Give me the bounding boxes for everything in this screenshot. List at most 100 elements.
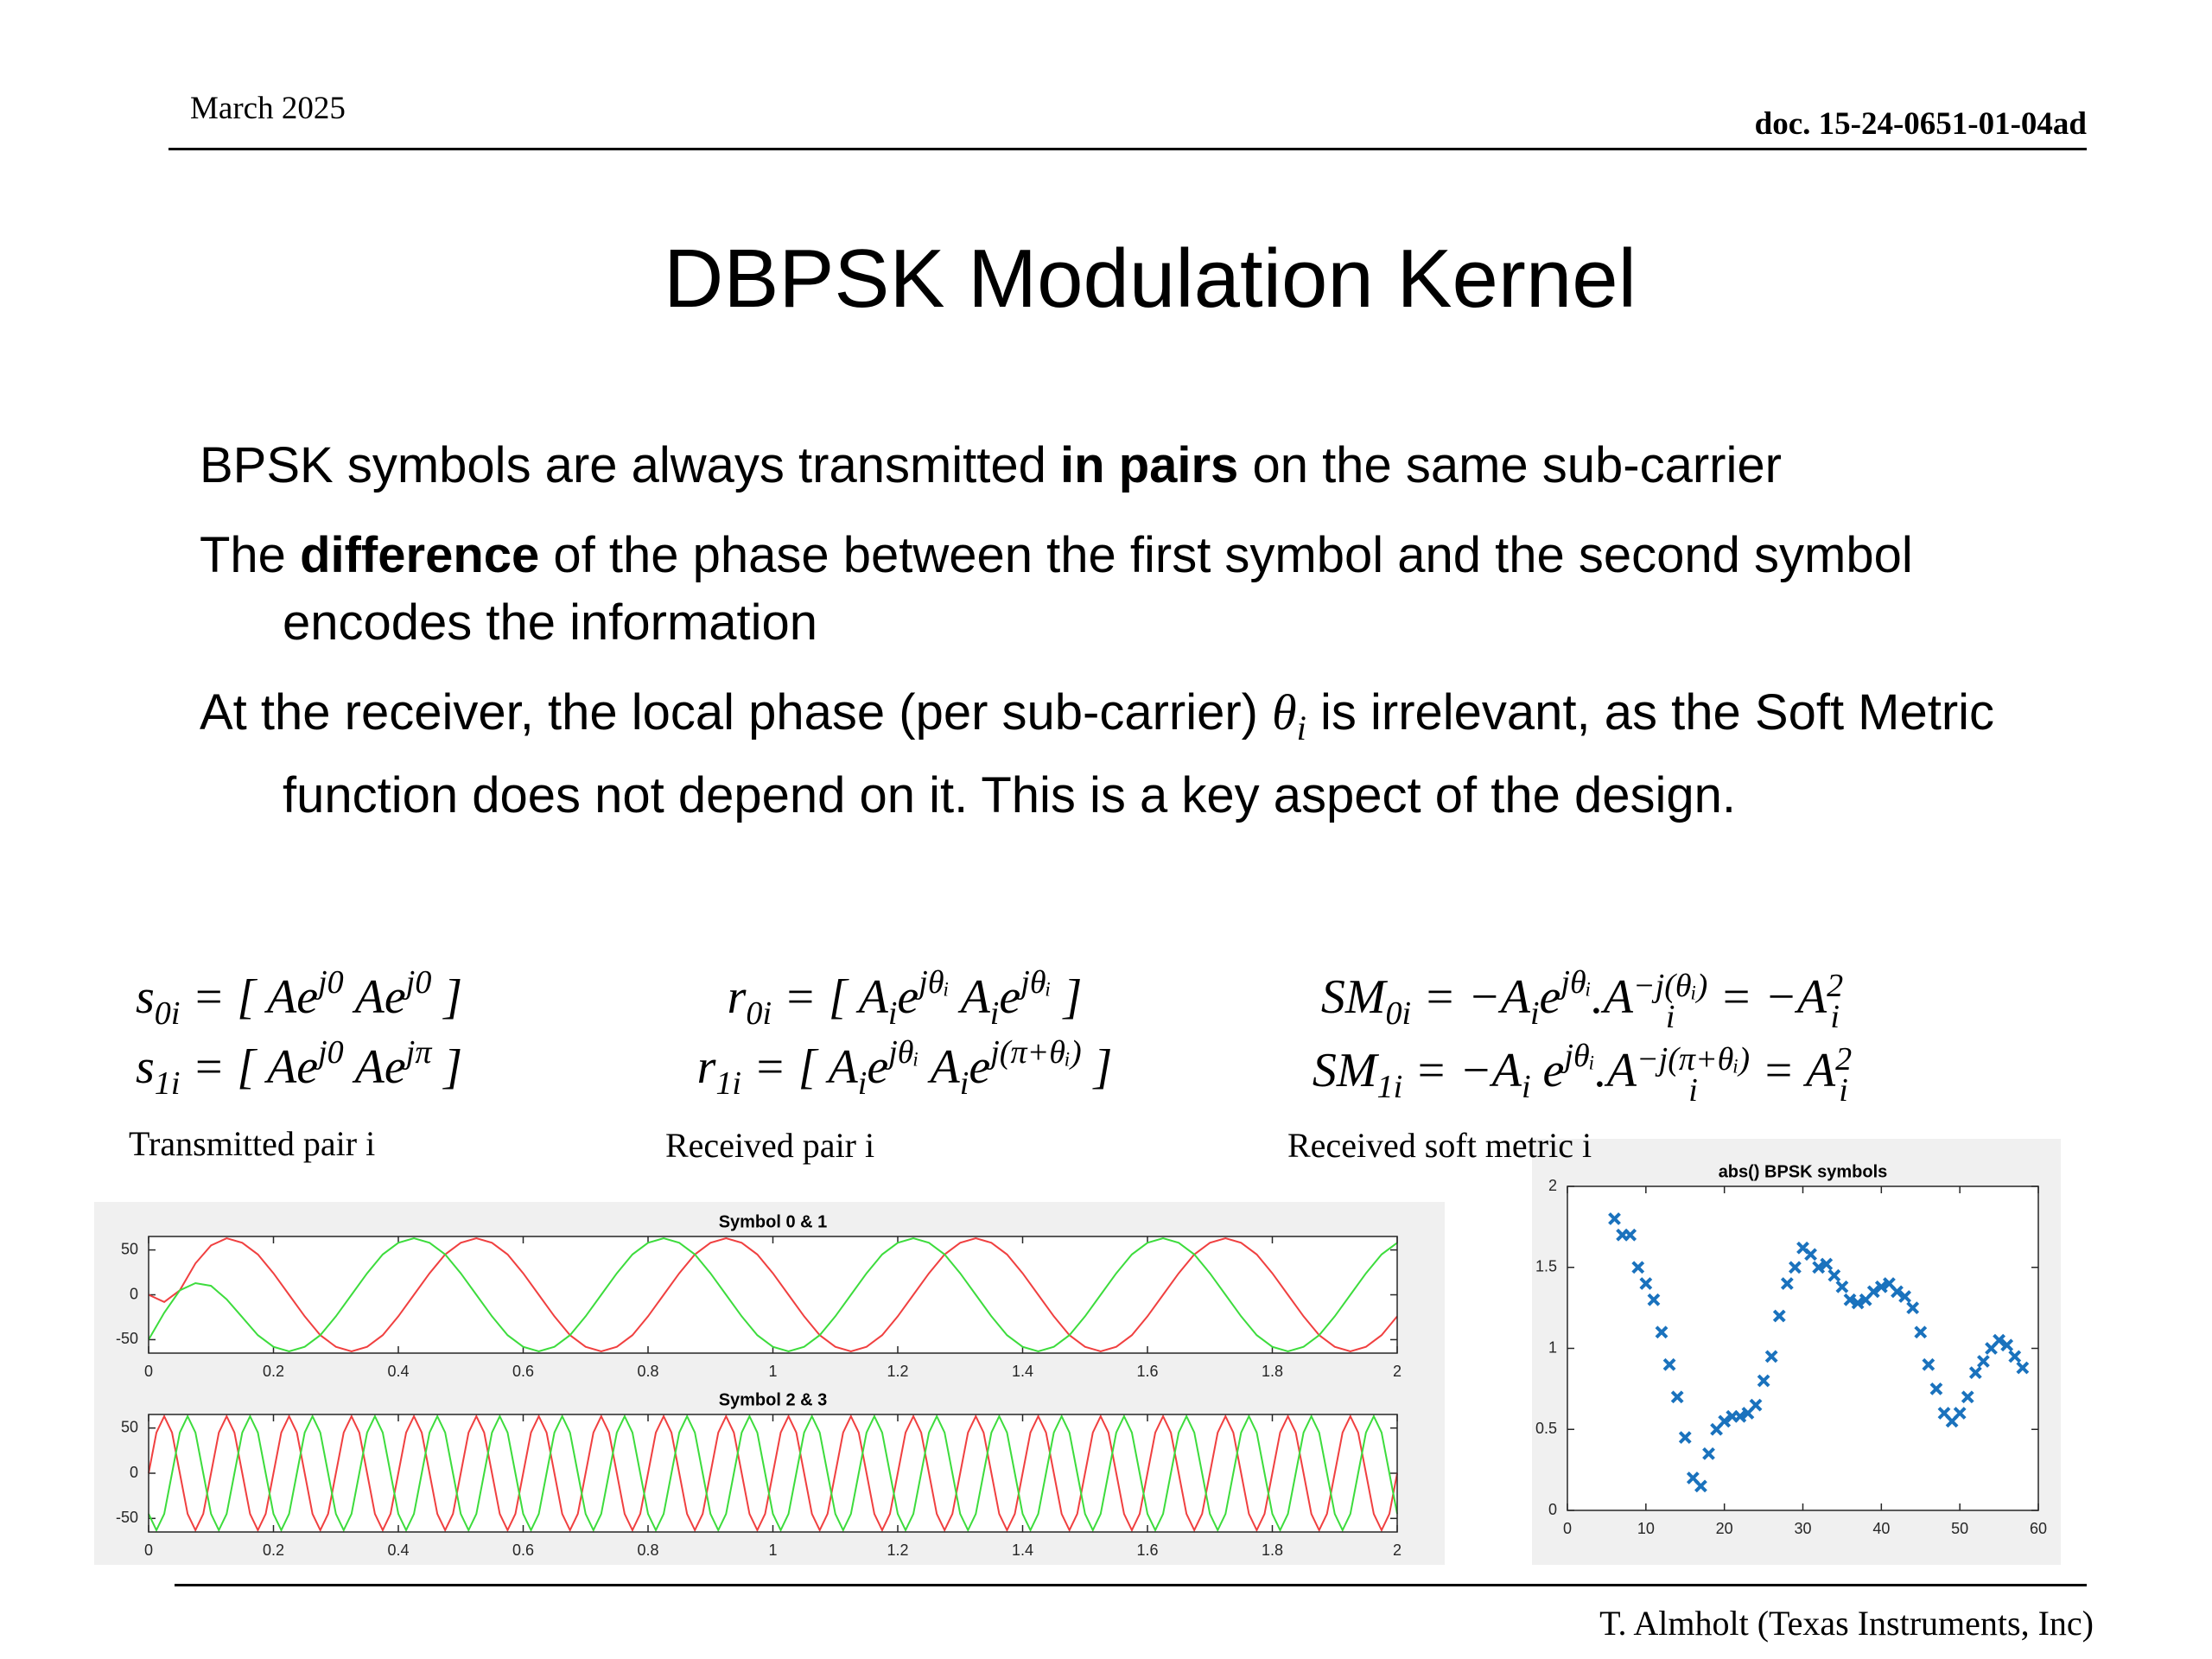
bullet: The difference of the phase between the … — [200, 522, 2014, 657]
marker — [1702, 1446, 1715, 1460]
math-sp: −j(θᵢ) — [1632, 967, 1708, 1004]
x-tick-label: 1.4 — [1012, 1541, 1033, 1559]
math-sup: j0 — [405, 964, 432, 1001]
math-n: e — [969, 1039, 991, 1094]
marker — [1961, 1390, 1974, 1404]
marker — [1977, 1355, 1990, 1368]
marker — [1820, 1257, 1834, 1271]
marker — [1639, 1277, 1653, 1290]
marker — [1906, 1301, 1920, 1315]
chart-title: Symbol 2 & 3 — [719, 1390, 828, 1409]
marker — [1898, 1290, 1911, 1303]
marker — [2000, 1338, 2014, 1352]
y-tick-label: 0 — [130, 1464, 138, 1481]
y-tick-label: -50 — [116, 1330, 138, 1347]
x-tick-label: 20 — [1716, 1520, 1733, 1537]
x-tick-label: 40 — [1872, 1520, 1890, 1537]
math-sb: i — [1830, 998, 1840, 1035]
y-tick-label: 1.5 — [1535, 1258, 1557, 1275]
x-tick-label: 0.2 — [263, 1363, 284, 1380]
math-sup: jθᵢ — [888, 1034, 919, 1071]
math-n: = [ A — [772, 969, 888, 1024]
math-n: Ae — [343, 969, 406, 1024]
math-sub: i — [887, 995, 898, 1033]
equation: s1i = [ Aej0 Aejπ ] — [136, 1018, 462, 1118]
math-n: SM — [1320, 969, 1386, 1024]
x-tick-label: 10 — [1637, 1520, 1655, 1537]
x-tick-label: 2 — [1393, 1363, 1402, 1380]
math-n: A — [949, 969, 990, 1024]
axes-frame — [1567, 1185, 2039, 1511]
x-tick-label: 1 — [768, 1541, 777, 1559]
math-sub: 0i — [154, 995, 181, 1033]
x-tick-label: 1.8 — [1262, 1363, 1283, 1380]
x-tick-label: 1.6 — [1136, 1541, 1158, 1559]
math-n: e — [867, 1039, 889, 1094]
math-sp: −j(π+θᵢ) — [1636, 1040, 1751, 1077]
math-sup: jθᵢ — [1560, 964, 1592, 1001]
sub-sup: −j(π+θᵢ) i — [1636, 1040, 1751, 1107]
math-sub: i — [959, 1065, 969, 1103]
marker — [1866, 1285, 1880, 1299]
marker — [1993, 1333, 2005, 1347]
equation: s0i = [ Aej0 Aej0 ] — [136, 948, 462, 1048]
marker — [1647, 1293, 1661, 1306]
axes-frame — [148, 1236, 1398, 1354]
x-tick-label: 1.2 — [887, 1541, 908, 1559]
x-tick-label: 1.2 — [887, 1363, 908, 1380]
marker — [1678, 1431, 1692, 1445]
y-tick-label: 0 — [130, 1285, 138, 1302]
x-tick-label: 30 — [1794, 1520, 1811, 1537]
x-tick-label: 0.4 — [387, 1363, 409, 1380]
bold-text: difference — [300, 527, 540, 583]
marker — [1780, 1277, 1794, 1290]
y-tick-label: 2 — [1548, 1177, 1557, 1194]
marker — [1827, 1268, 1841, 1282]
slide-title: DBPSK Modulation Kernel — [664, 232, 1637, 325]
caption: Transmitted pair i — [129, 1124, 376, 1163]
y-tick-label: 50 — [121, 1240, 138, 1257]
math-sb: i — [1839, 1071, 1848, 1109]
caption: Received soft metric i — [1287, 1126, 1592, 1165]
math-sup: j0 — [318, 1034, 344, 1071]
math-n: SM — [1312, 1043, 1377, 1097]
text: The — [200, 527, 301, 583]
math-n: e — [1530, 1043, 1565, 1097]
marker — [1670, 1390, 1684, 1404]
math-sub: 1i — [715, 1065, 741, 1103]
x-tick-label: 2 — [1393, 1541, 1402, 1559]
math-n: ] — [431, 969, 463, 1024]
marker — [1891, 1285, 1904, 1299]
chart-title: abs() BPSK symbols — [1719, 1162, 1888, 1181]
x-tick-label: 0.8 — [637, 1363, 658, 1380]
marker — [1929, 1382, 1943, 1395]
footer: T. Almholt (Texas Instruments, Inc) — [1599, 1604, 2094, 1643]
chart-title: Symbol 0 & 1 — [719, 1212, 828, 1231]
math-sp: 2 — [1827, 967, 1844, 1004]
marker — [1655, 1325, 1669, 1339]
math-n: = [ Ae — [180, 969, 319, 1024]
math-n: .A — [1594, 1043, 1637, 1097]
bullet: At the receiver, the local phase (per su… — [200, 679, 2014, 830]
sub-sup: −j(θᵢ) i — [1632, 967, 1708, 1033]
line — [148, 1237, 1398, 1352]
math-n: ] — [431, 1039, 463, 1094]
math-sub: i — [857, 1065, 868, 1103]
line — [148, 1414, 1398, 1533]
marker — [1757, 1374, 1770, 1388]
marker — [2008, 1350, 2022, 1363]
line — [148, 1237, 1398, 1352]
marker — [1874, 1280, 1888, 1294]
footer-rule — [175, 1584, 2087, 1586]
x-tick-label: 0 — [144, 1541, 153, 1559]
math-sup: jθᵢ — [1020, 964, 1052, 1001]
math-n: e — [1539, 969, 1561, 1024]
equation: r1i = [ Aiejθᵢ Aiej(π+θᵢ) ] — [645, 1018, 1164, 1118]
math-n: = −A — [1707, 969, 1827, 1024]
